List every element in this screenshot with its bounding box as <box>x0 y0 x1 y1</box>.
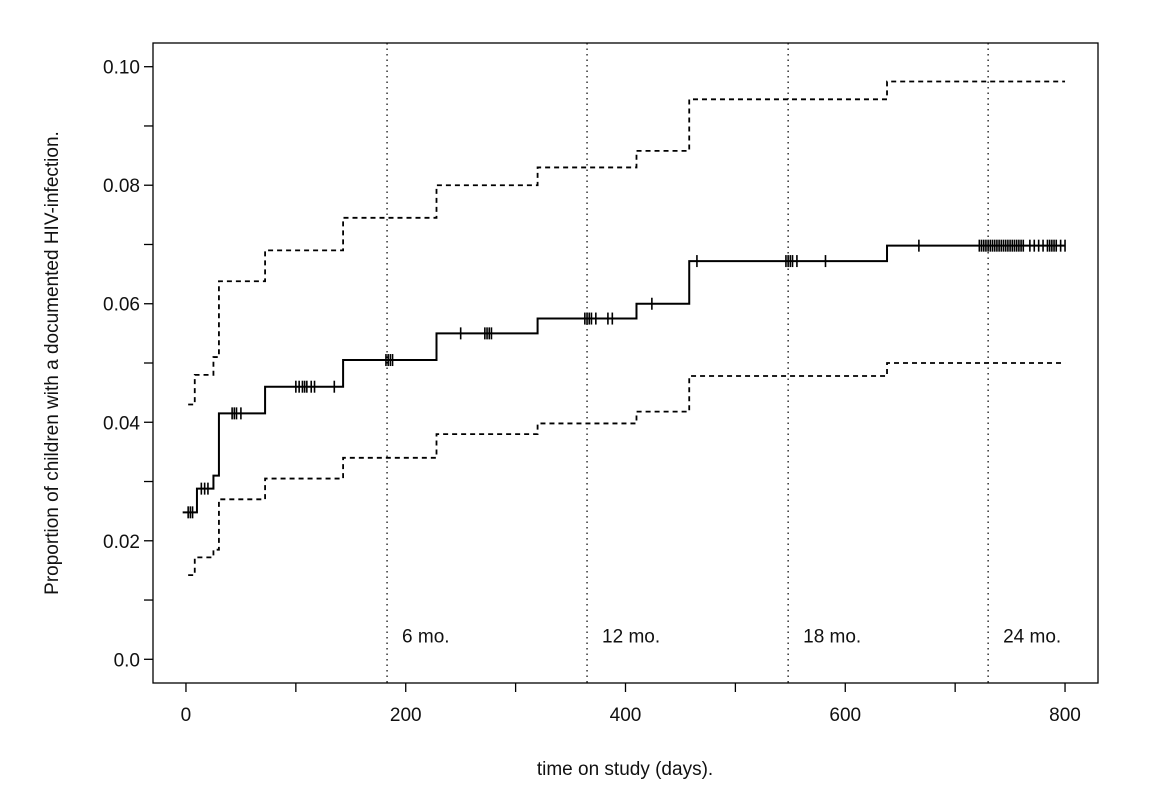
y-tick-label: 0.06 <box>103 295 140 316</box>
plot-frame <box>152 42 1099 684</box>
series-layer <box>182 80 1066 577</box>
x-tick-label: 800 <box>1049 705 1081 726</box>
x-tick-label: 200 <box>390 705 422 726</box>
y-axis: 0.0 0.02 0.04 0.06 0.08 0.10 <box>103 58 153 671</box>
reference-line-label: 18 mo. <box>803 627 861 648</box>
y-axis-title: Proportion of children with a documented… <box>42 131 63 595</box>
x-tick-label: 0 <box>181 705 192 726</box>
censor-marks <box>187 239 1066 519</box>
confidence-bound-line <box>188 80 1066 406</box>
y-tick-label: 0.08 <box>103 176 140 197</box>
y-tick-label: 0.04 <box>103 413 140 434</box>
y-tick-label: 0.02 <box>103 532 140 553</box>
x-tick-label: 400 <box>610 705 642 726</box>
x-tick-label: 600 <box>829 705 861 726</box>
y-tick-label: 0.0 <box>114 650 140 671</box>
estimate-line <box>182 244 1066 514</box>
confidence-bound-line <box>188 362 1066 577</box>
x-axis: 0 200 400 600 800 <box>181 683 1081 726</box>
y-tick-label: 0.10 <box>103 58 140 79</box>
reference-line-label: 24 mo. <box>1003 627 1061 648</box>
x-axis-title: time on study (days). <box>537 759 713 780</box>
reference-line-label: 12 mo. <box>602 627 660 648</box>
reference-line-label: 6 mo. <box>402 627 450 648</box>
